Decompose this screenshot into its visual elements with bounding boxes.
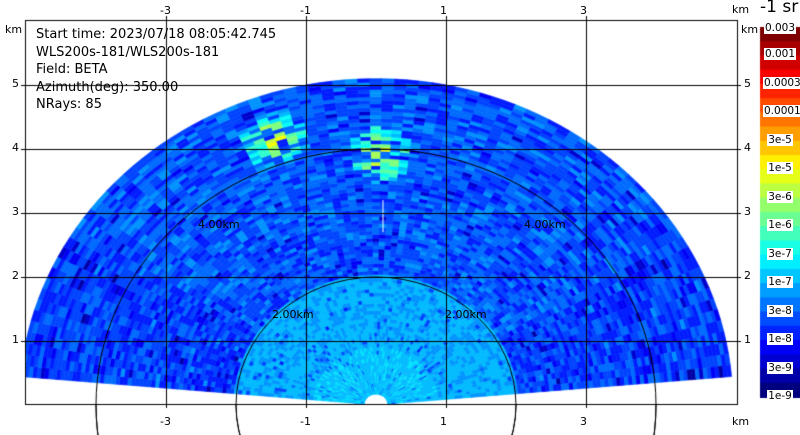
azimuth: Azimuth(deg): 350.00: [36, 79, 179, 95]
start-time: Start time: 2023/07/18 08:05:42.745: [36, 27, 277, 42]
y-tick-label-right: 2: [744, 269, 751, 282]
colorbar-tick-label: 0.001: [763, 48, 797, 61]
x-tick-label: 1: [440, 415, 447, 428]
range-ring-label: 4.00km: [198, 217, 240, 231]
y-unit-label-right: km: [741, 23, 759, 36]
field: Field: BETA: [36, 62, 108, 77]
instrument: WLS200s-181/WLS200s-181: [36, 44, 220, 60]
colorbar-tick-text: 3e-8: [767, 304, 793, 317]
colorbar-tick-text: 0.001: [763, 48, 797, 61]
colorbar-tick-text: 1e-6: [767, 219, 793, 232]
y-tick-label: 5: [12, 77, 19, 90]
colorbar-tick-label: 0.003: [763, 22, 797, 35]
colorbar-tick-text: 3e-5: [767, 133, 793, 146]
scan-info: Start time: 2023/07/18 08:05:42.745 WLS2…: [36, 26, 276, 114]
colorbar-tick-text: 3e-9: [767, 361, 793, 374]
x-tick-label-top: -3: [160, 4, 171, 17]
x-unit-label: km: [732, 415, 750, 428]
colorbar-tick-text: 1e-7: [767, 276, 793, 289]
y-unit-label: km: [5, 23, 23, 36]
colorbar-tick-label: 1e-7: [763, 276, 797, 289]
y-tick-label-right: 1: [744, 333, 751, 346]
colorbar-tick-text: 0.003: [763, 22, 797, 34]
x-tick-label: 3: [580, 415, 587, 428]
x-tick-label: -1: [300, 415, 311, 428]
colorbar-tick-label: 3e-7: [763, 247, 797, 261]
colorbar-tick-label: 3e-8: [763, 304, 797, 318]
x-unit-label-top: km: [732, 3, 750, 16]
y-tick-label-right: 5: [744, 77, 751, 90]
nrays: NRays: 85: [36, 97, 102, 112]
y-tick-label: 4: [12, 141, 19, 154]
colorbar-tick-label: 0.0001: [763, 105, 800, 118]
colorbar-tick-label: 1e-5: [763, 162, 797, 175]
colorbar-tick-text: 1e-5: [767, 162, 793, 175]
colorbar-tick-label: 0.0003: [763, 76, 800, 90]
x-tick-label-top: 1: [440, 4, 447, 17]
colorbar-tick-label: 3e-9: [763, 361, 797, 375]
colorbar-title: -1 sr: [760, 0, 799, 17]
colorbar-tick-text: 0.0001: [763, 105, 800, 118]
range-ring-label: 2.00km: [272, 308, 314, 322]
colorbar-tick-text: 0.0003: [763, 76, 800, 89]
y-tick-label: 2: [12, 269, 19, 282]
colorbar-tick-text: 1e-9: [767, 390, 793, 402]
x-tick-label: -3: [160, 415, 171, 428]
colorbar-tick-text: 3e-7: [767, 247, 793, 260]
y-tick-label-right: 3: [744, 205, 751, 218]
range-ring-label: 2.00km: [444, 308, 487, 322]
x-tick-label-top: 3: [580, 4, 587, 17]
x-tick-label-top: -1: [300, 4, 311, 17]
y-tick-label-right: 4: [744, 141, 751, 154]
colorbar-tick-label: 1e-8: [763, 333, 797, 346]
y-tick-label: 1: [12, 333, 19, 346]
range-ring-label: 4.00km: [523, 217, 566, 231]
colorbar-tick-label: 1e-6: [763, 219, 797, 232]
y-tick-label: 3: [12, 205, 19, 218]
colorbar-tick-label: 1e-9: [763, 390, 797, 403]
colorbar-tick-label: 3e-5: [763, 133, 797, 147]
colorbar-tick-text: 1e-8: [767, 333, 793, 346]
colorbar-tick-label: 3e-6: [763, 190, 797, 204]
colorbar-tick-text: 3e-6: [767, 190, 793, 203]
